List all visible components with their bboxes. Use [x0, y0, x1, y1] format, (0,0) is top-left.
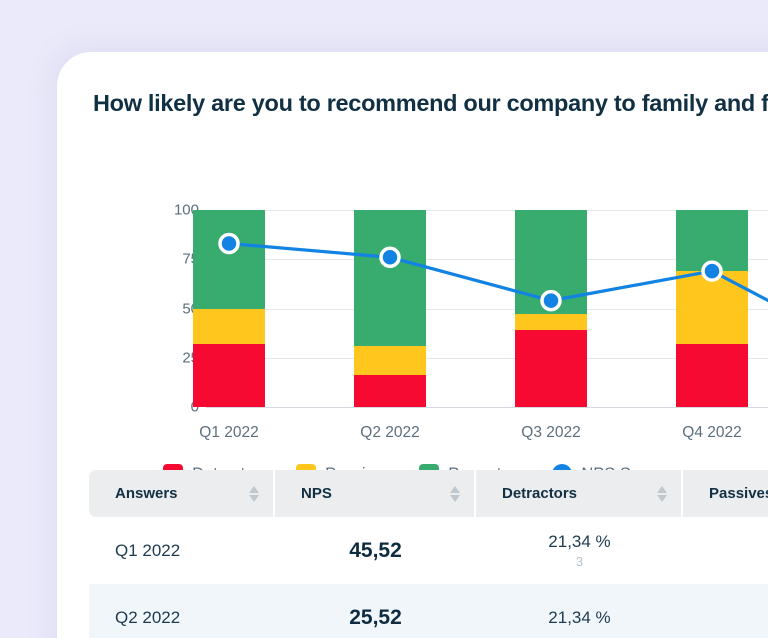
- cell-passives: [683, 584, 768, 638]
- bar-segment-detractors[interactable]: [676, 343, 748, 407]
- x-tick-label: Q4 2022: [682, 424, 742, 441]
- table-header-label: Answers: [115, 485, 178, 502]
- table-header-label: Passives: [709, 485, 768, 502]
- x-tick-label: Q3 2022: [521, 424, 581, 441]
- bar-segment-passives[interactable]: [676, 271, 748, 344]
- percent-value: 21,34 %: [548, 532, 611, 551]
- cell-nps: 45,52: [349, 538, 402, 562]
- bar-segment-promoters[interactable]: [354, 210, 426, 346]
- y-tick-label: 0: [190, 398, 199, 416]
- sort-arrows-icon[interactable]: [249, 485, 259, 502]
- bar-segment-detractors[interactable]: [193, 343, 265, 407]
- table-header-cell[interactable]: Passives: [683, 470, 768, 517]
- table-header-cell[interactable]: Answers: [89, 470, 275, 517]
- bar-column[interactable]: [515, 210, 587, 407]
- table-header-label: NPS: [301, 485, 332, 502]
- count-value: 3: [575, 554, 584, 569]
- table-header-cell[interactable]: NPS: [275, 470, 476, 517]
- bar-segment-detractors[interactable]: [354, 375, 426, 407]
- cell-passives: [683, 517, 768, 584]
- x-tick-label: Q2 2022: [360, 424, 420, 441]
- bar-column[interactable]: [354, 210, 426, 407]
- y-tick-label: 100: [173, 201, 199, 219]
- gridline-50: [206, 308, 768, 310]
- page-title: How likely are you to recommend our comp…: [93, 90, 768, 116]
- bar-segment-passives[interactable]: [193, 308, 265, 344]
- bar-segment-detractors[interactable]: [515, 330, 587, 407]
- cell-nps: 25,52: [349, 605, 402, 629]
- nps-stacked-bar-chart: 0 25 50 75 100 Q1 2022 Q2 2022 Q3 2022 Q4 2022: [57, 52, 768, 452]
- table-header-label: Detractors: [502, 485, 578, 502]
- bar-segment-promoters[interactable]: [676, 210, 748, 272]
- sort-arrows-icon[interactable]: [657, 485, 667, 502]
- cell-answers: Q1 2022: [115, 540, 181, 560]
- gridline-25: [206, 357, 768, 359]
- percent-value: 21,34 %: [548, 607, 611, 627]
- x-tick-label: Q1 2022: [199, 424, 259, 441]
- bar-segment-promoters[interactable]: [515, 210, 587, 315]
- table-header-cell[interactable]: Detractors: [476, 470, 683, 517]
- cell-detractors: 21,34 % 3: [476, 517, 683, 584]
- gridline-0: [206, 407, 768, 408]
- sort-arrows-icon[interactable]: [450, 485, 460, 502]
- bar-column[interactable]: [193, 210, 265, 407]
- gridline-100: [206, 210, 768, 211]
- bar-segment-promoters[interactable]: [193, 210, 265, 309]
- report-card: How likely are you to recommend our comp…: [57, 52, 768, 638]
- bar-column[interactable]: [676, 210, 748, 407]
- table-body: Q1 2022 45,52 21,34 % 3 Q2 2022 25,52 21,34 %: [89, 517, 768, 638]
- cell-answers: Q2 2022: [115, 607, 181, 627]
- bar-segment-passives[interactable]: [354, 345, 426, 376]
- table-row[interactable]: Q2 2022 25,52 21,34 %: [89, 584, 768, 638]
- cell-detractors: 21,34 %: [476, 584, 683, 638]
- table-header-row: Answers NPS Detractors Passives: [89, 470, 768, 517]
- bar-segment-passives[interactable]: [515, 314, 587, 331]
- results-table: Answers NPS Detractors Passives Q1 2022 45,5…: [89, 470, 768, 638]
- table-row[interactable]: Q1 2022 45,52 21,34 % 3: [89, 517, 768, 584]
